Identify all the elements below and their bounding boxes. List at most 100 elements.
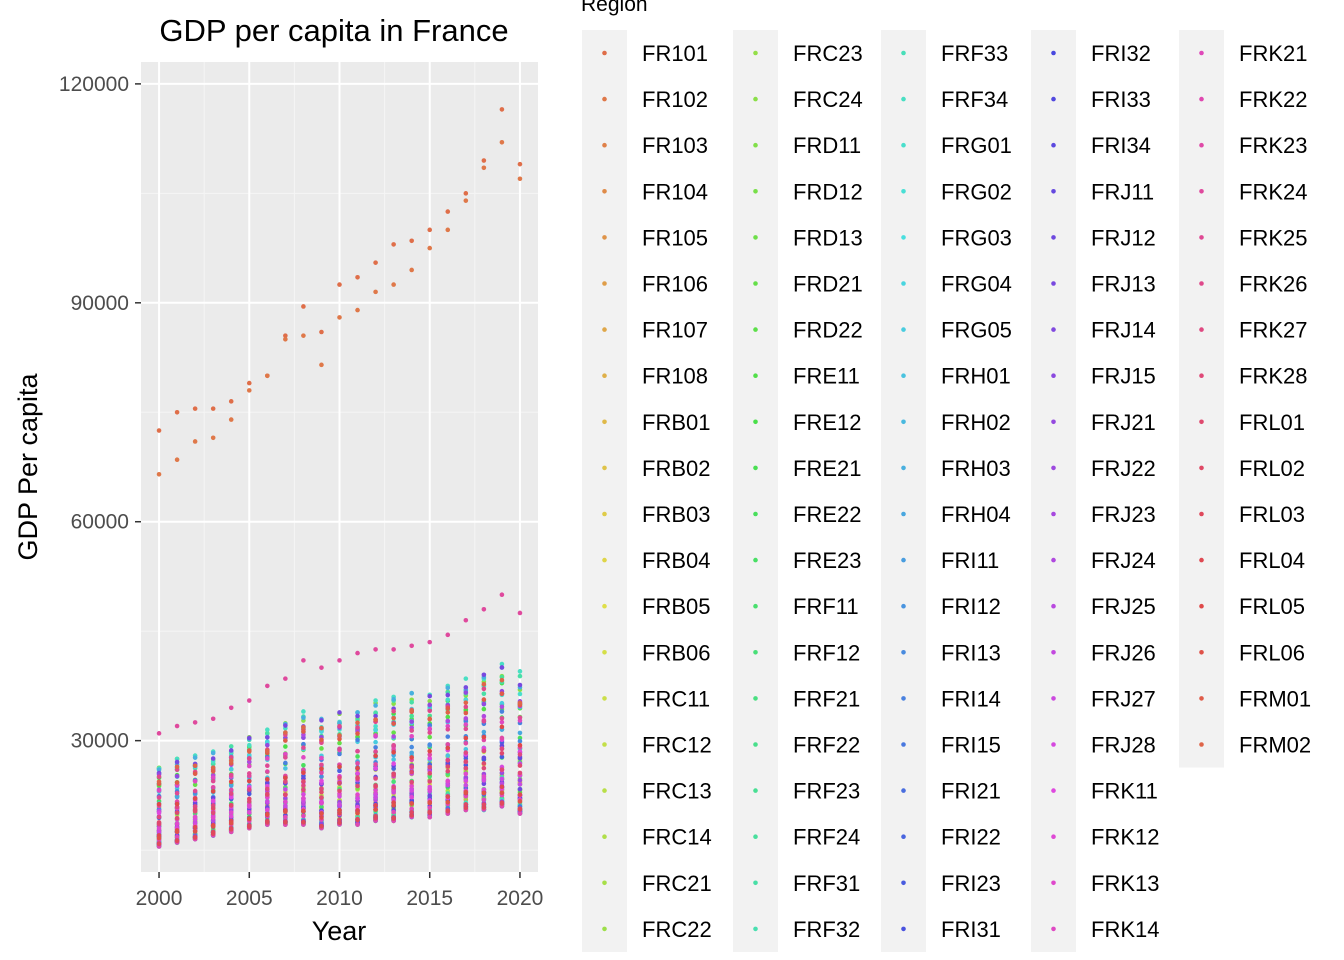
legend-label: FRJ28	[1091, 733, 1156, 758]
data-point	[319, 362, 324, 368]
data-point	[337, 282, 342, 287]
data-point	[373, 753, 378, 759]
data-point	[391, 715, 396, 721]
data-point	[463, 676, 469, 681]
legend-label: FRJ21	[1091, 410, 1156, 435]
legend-label: FRE11	[793, 364, 860, 389]
data-point	[174, 821, 180, 826]
legend-label: FRJ23	[1091, 502, 1156, 527]
data-point	[355, 731, 360, 736]
data-point	[355, 720, 360, 726]
legend-label: FRF22	[793, 733, 860, 758]
data-point	[445, 685, 451, 691]
legend-key	[901, 834, 906, 839]
data-point	[445, 764, 451, 769]
data-point	[301, 715, 306, 721]
data-point	[228, 803, 234, 808]
data-point	[499, 790, 505, 796]
data-point	[174, 829, 180, 835]
data-point	[373, 803, 378, 808]
legend-key	[901, 557, 906, 563]
data-point	[319, 789, 324, 795]
data-point	[373, 733, 378, 738]
data-point	[337, 751, 342, 757]
data-point	[337, 780, 342, 786]
data-point	[517, 738, 523, 744]
data-point	[445, 799, 451, 805]
data-point	[427, 814, 433, 820]
legend-key	[602, 50, 607, 56]
data-point	[373, 739, 378, 745]
data-point	[499, 750, 505, 756]
legend: FR101 FR102 FR103 FR104 FR105 FR106 FR107 FR108…	[582, 30, 1311, 952]
legend-key	[901, 327, 906, 332]
data-point	[283, 787, 288, 792]
legend-label: FRH01	[941, 364, 1011, 389]
data-point	[228, 787, 234, 793]
y-axis: 30000 60000 90000 120000	[59, 73, 141, 753]
data-point	[301, 658, 306, 663]
data-point	[499, 107, 505, 112]
data-point	[463, 198, 469, 203]
legend-key	[602, 419, 607, 425]
data-point	[246, 816, 252, 821]
data-point	[463, 722, 469, 727]
legend-key	[1199, 419, 1204, 425]
legend-key	[602, 235, 607, 240]
data-point	[283, 775, 288, 781]
data-point	[283, 333, 288, 338]
data-point	[319, 804, 324, 810]
data-point	[210, 798, 216, 804]
legend-label: FRK22	[1239, 87, 1307, 112]
data-point	[499, 754, 505, 760]
legend-label: FRK14	[1091, 917, 1159, 942]
data-point	[445, 632, 451, 638]
data-point	[174, 773, 180, 779]
data-point	[481, 697, 487, 702]
data-point	[391, 708, 396, 714]
data-point	[210, 435, 216, 441]
data-point	[301, 787, 306, 793]
data-point	[373, 791, 378, 796]
data-point	[409, 728, 414, 733]
data-point	[192, 778, 198, 784]
data-point	[337, 775, 342, 780]
data-point	[319, 774, 324, 779]
data-point	[246, 810, 252, 815]
data-point	[517, 792, 523, 797]
data-point	[463, 789, 469, 795]
data-point	[427, 793, 433, 798]
legend-label: FRL06	[1239, 640, 1305, 665]
legend-label: FRM02	[1239, 733, 1311, 758]
legend-label: FR103	[642, 133, 708, 158]
legend-label: FRI21	[941, 779, 1001, 804]
data-point	[246, 803, 252, 808]
data-point	[463, 746, 469, 752]
data-point	[463, 690, 469, 695]
data-point	[355, 713, 360, 719]
data-point	[246, 763, 252, 769]
data-point	[517, 673, 523, 679]
data-point	[409, 700, 414, 705]
data-point	[319, 786, 324, 792]
data-point	[301, 763, 306, 768]
legend-label: FR104	[642, 179, 708, 204]
data-point	[427, 786, 433, 792]
legend-label: FRE23	[793, 548, 861, 573]
data-point	[210, 789, 216, 794]
data-point	[355, 817, 360, 823]
data-point	[210, 784, 216, 790]
data-point	[301, 808, 306, 814]
data-point	[337, 820, 342, 826]
legend-key	[602, 189, 607, 194]
legend-label: FR101	[642, 41, 708, 66]
x-axis: 2000 2005 2010 2015 2020	[136, 872, 543, 910]
data-point	[517, 715, 523, 720]
legend-key	[753, 650, 758, 655]
legend-label: FRK24	[1239, 179, 1307, 204]
data-point	[174, 838, 180, 843]
legend-label: FRK23	[1239, 133, 1307, 158]
data-point	[301, 732, 306, 738]
data-point	[373, 647, 378, 652]
data-point	[210, 829, 216, 835]
